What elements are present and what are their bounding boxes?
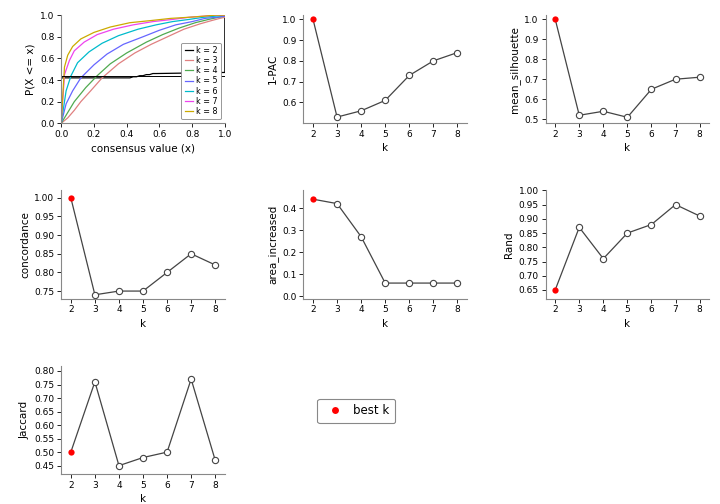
X-axis label: k: k [140,494,146,504]
X-axis label: consensus value (x): consensus value (x) [91,144,195,153]
Y-axis label: area_increased: area_increased [267,205,278,284]
Legend: best k: best k [318,399,395,423]
Y-axis label: P(X <= x): P(X <= x) [26,43,36,95]
Y-axis label: mean_silhouette: mean_silhouette [509,26,520,112]
X-axis label: k: k [382,144,388,153]
X-axis label: k: k [624,319,631,329]
Y-axis label: Rand: Rand [504,231,514,258]
Y-axis label: concordance: concordance [20,211,30,278]
Legend: k = 2, k = 3, k = 4, k = 5, k = 6, k = 7, k = 8: k = 2, k = 3, k = 4, k = 5, k = 6, k = 7… [181,42,221,119]
Y-axis label: 1-PAC: 1-PAC [268,54,278,84]
X-axis label: k: k [624,144,631,153]
X-axis label: k: k [382,319,388,329]
Y-axis label: Jaccard: Jaccard [20,401,30,439]
X-axis label: k: k [140,319,146,329]
